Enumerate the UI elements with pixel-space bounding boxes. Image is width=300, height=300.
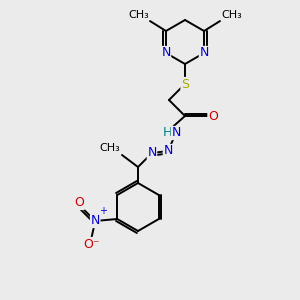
Text: N: N: [200, 46, 209, 59]
Text: N: N: [147, 146, 157, 160]
Text: N: N: [161, 46, 171, 59]
Text: N: N: [163, 145, 173, 158]
Text: +: +: [99, 206, 107, 216]
Text: O: O: [74, 196, 84, 209]
Text: O⁻: O⁻: [83, 238, 100, 250]
Text: N: N: [91, 214, 100, 227]
Text: CH₃: CH₃: [221, 10, 242, 20]
Text: H: H: [162, 125, 172, 139]
Text: N: N: [171, 127, 181, 140]
Text: CH₃: CH₃: [128, 10, 149, 20]
Text: S: S: [181, 77, 189, 91]
Text: CH₃: CH₃: [99, 143, 120, 153]
Text: O: O: [208, 110, 218, 122]
